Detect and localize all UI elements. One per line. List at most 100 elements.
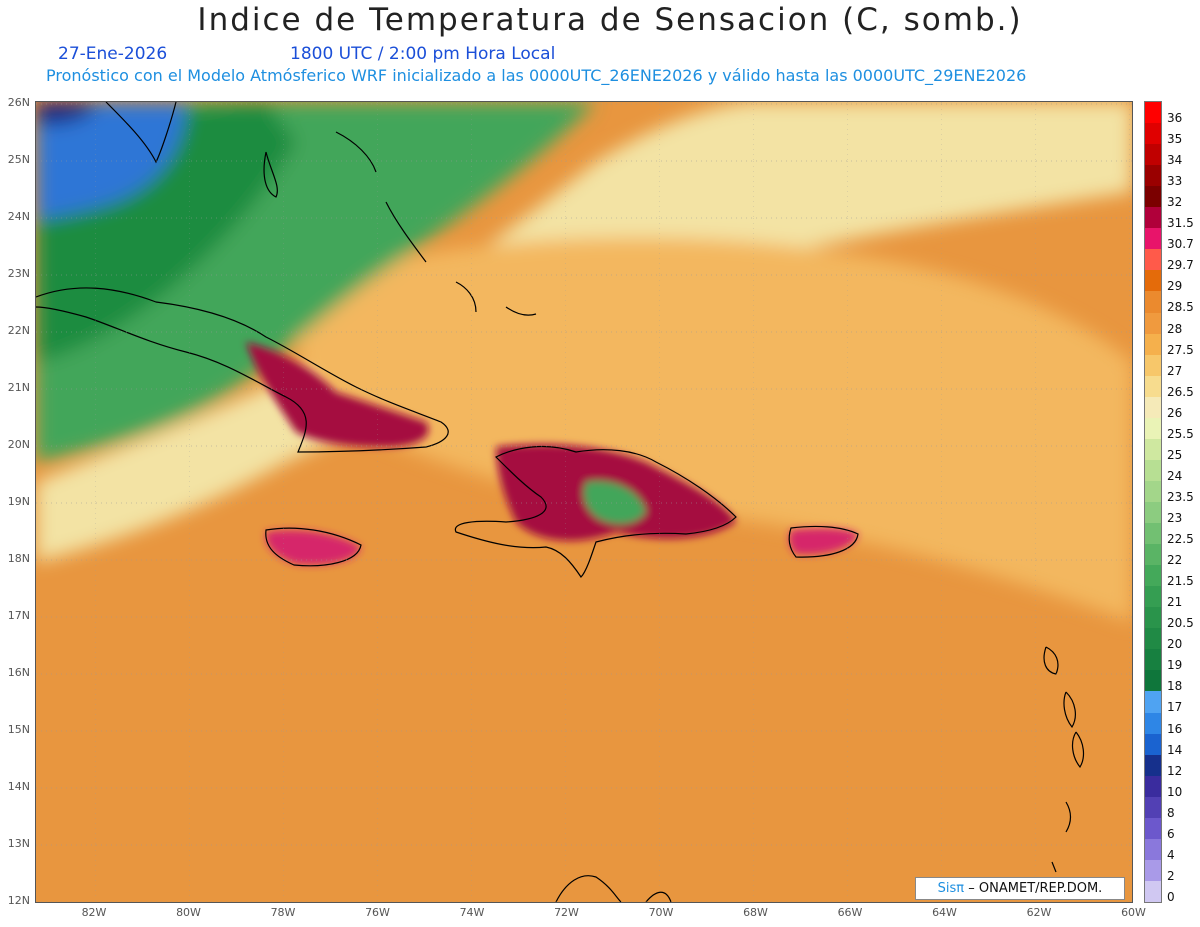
lat-label: 22N xyxy=(7,324,30,337)
colorbar-label: 16 xyxy=(1167,721,1183,736)
colorbar-segment xyxy=(1145,270,1161,292)
lat-label: 17N xyxy=(7,609,30,622)
lon-label: 74W xyxy=(459,906,485,919)
lon-label: 66W xyxy=(837,906,863,919)
colorbar-label: 25 xyxy=(1167,447,1183,462)
colorbar-segment xyxy=(1145,670,1161,692)
colorbar-label: 10 xyxy=(1167,784,1183,799)
colorbar-label: 18 xyxy=(1167,679,1183,694)
colorbar-label: 27 xyxy=(1167,363,1183,378)
colorbar-label: 23 xyxy=(1167,511,1183,525)
colorbar-segment xyxy=(1145,144,1161,166)
colorbar-label: 30.7 xyxy=(1167,237,1194,252)
colorbar-label: 14 xyxy=(1167,742,1183,757)
colorbar-segment xyxy=(1145,123,1161,145)
sispi-logo-text: Sisπ xyxy=(937,881,965,896)
colorbar-segment xyxy=(1145,375,1161,398)
lat-label: 26N xyxy=(7,96,30,109)
lat-label: 14N xyxy=(7,780,30,793)
colorbar-segment xyxy=(1145,649,1161,671)
colorbar-segment xyxy=(1145,312,1161,335)
colorbar-segment xyxy=(1145,502,1161,524)
colorbar-segment xyxy=(1145,565,1161,587)
colorbar-label: 26.5 xyxy=(1167,384,1194,399)
colorbar-segment xyxy=(1145,354,1161,377)
lat-label: 25N xyxy=(7,153,30,166)
lat-label: 16N xyxy=(7,666,30,679)
colorbar-segment xyxy=(1145,459,1161,482)
colorbar-segment xyxy=(1145,228,1161,250)
colorbar-segment xyxy=(1145,628,1161,650)
colorbar-segment xyxy=(1145,733,1161,756)
colorbar-label: 24 xyxy=(1167,468,1183,483)
credit-org: – ONAMET/REP.DOM. xyxy=(968,881,1103,896)
colorbar-label: 33 xyxy=(1167,174,1183,189)
colorbar-label: 29.7 xyxy=(1167,258,1194,273)
colorbar-label: 26 xyxy=(1167,405,1183,420)
lat-label: 12N xyxy=(7,894,30,907)
colorbar-label: 21.5 xyxy=(1167,574,1194,589)
colorbar-segment xyxy=(1145,838,1161,861)
colorbar-segment xyxy=(1145,796,1161,819)
lon-label: 78W xyxy=(270,906,296,919)
colorbar-segment xyxy=(1145,607,1161,629)
lon-label: 72W xyxy=(554,906,579,919)
colorbar-label: 34 xyxy=(1167,153,1183,168)
colorbar-label: 8 xyxy=(1167,805,1175,820)
colorbar-label: 20 xyxy=(1167,637,1183,652)
lat-label: 18N xyxy=(7,552,30,565)
lon-label: 60W xyxy=(1121,906,1146,919)
colorbar-segment xyxy=(1145,880,1161,903)
lat-label: 21N xyxy=(7,381,30,394)
colorbar xyxy=(1144,101,1162,903)
lat-label: 13N xyxy=(7,837,30,850)
colorbar-label: 12 xyxy=(1167,763,1183,778)
lat-label: 20N xyxy=(7,438,30,451)
model-info-line: Pronóstico con el Modelo Atmósferico WRF… xyxy=(46,66,1027,85)
lon-gridlines xyxy=(36,102,1132,902)
colorbar-segment xyxy=(1145,712,1161,735)
colorbar-label: 36 xyxy=(1167,111,1183,125)
map-canvas xyxy=(36,102,1132,902)
lon-label: 76W xyxy=(365,906,390,919)
colorbar-segment xyxy=(1145,186,1161,208)
colorbar-label: 21 xyxy=(1167,595,1183,610)
lon-label: 70W xyxy=(648,906,674,919)
lon-label: 64W xyxy=(932,906,957,919)
colorbar-segment xyxy=(1145,102,1161,124)
colorbar-label: 17 xyxy=(1167,700,1183,715)
colorbar-segment xyxy=(1145,817,1161,840)
lat-label: 19N xyxy=(7,495,30,508)
lat-label: 15N xyxy=(7,723,30,736)
colorbar-label: 31.5 xyxy=(1167,216,1194,231)
colorbar-label: 19 xyxy=(1167,658,1183,673)
valid-date: 27-Ene-2026 xyxy=(58,44,168,64)
colorbar-label: 22 xyxy=(1167,553,1183,568)
colorbar-label: 35 xyxy=(1167,132,1183,147)
colorbar-segment xyxy=(1145,775,1161,798)
lon-label: 80W xyxy=(176,906,201,919)
colorbar-segment xyxy=(1145,396,1161,419)
colorbar-label: 20.5 xyxy=(1167,616,1194,631)
colorbar-segment xyxy=(1145,544,1161,566)
colorbar-segment xyxy=(1145,333,1161,356)
lat-label: 24N xyxy=(7,210,30,223)
colorbar-segment xyxy=(1145,859,1161,882)
colorbar-segment xyxy=(1145,480,1161,503)
lon-label: 68W xyxy=(743,906,768,919)
lon-label: 82W xyxy=(81,906,107,919)
colorbar-segment xyxy=(1145,754,1161,777)
colorbar-segment xyxy=(1145,523,1161,545)
colorbar-label: 22.5 xyxy=(1167,532,1194,547)
colorbar-label: 32 xyxy=(1167,195,1183,210)
colorbar-segment xyxy=(1145,249,1161,271)
colorbar-label: 0 xyxy=(1167,889,1175,904)
chart-title: Indice de Temperatura de Sensacion (C, s… xyxy=(197,2,1023,38)
colorbar-label: 29 xyxy=(1167,279,1183,294)
colorbar-label: 28.5 xyxy=(1167,300,1194,315)
colorbar-segment xyxy=(1145,207,1161,229)
colorbar-segment xyxy=(1145,691,1161,714)
colorbar-segment xyxy=(1145,291,1161,314)
colorbar-label: 25.5 xyxy=(1167,426,1194,441)
colorbar-label: 6 xyxy=(1167,826,1175,841)
